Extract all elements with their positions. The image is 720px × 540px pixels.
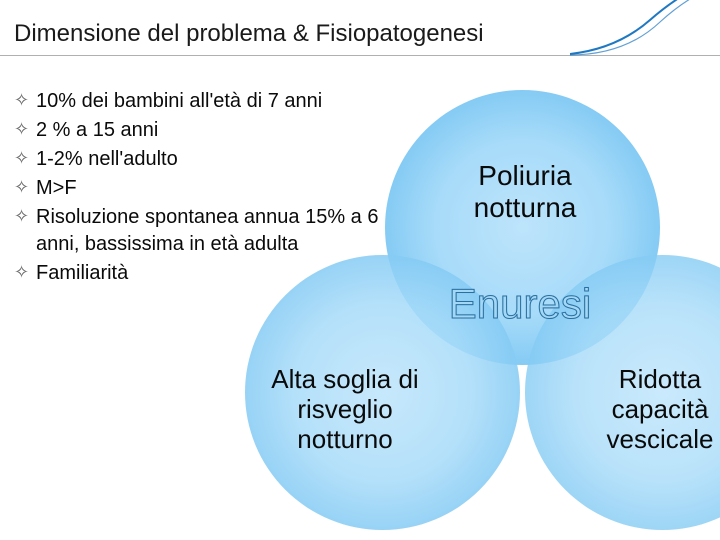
page-title: Dimensione del problema & Fisiopatogenes…	[14, 20, 484, 48]
venn-label-top: Poliuria notturna	[445, 160, 605, 224]
slide: Dimensione del problema & Fisiopatogenes…	[0, 0, 720, 540]
title-bar: Dimensione del problema & Fisiopatogenes…	[0, 0, 720, 56]
title-curve-decoration	[570, 0, 720, 56]
curve-icon	[570, 0, 720, 56]
venn-label-center: Enuresi	[405, 280, 635, 328]
venn-diagram: Poliuria notturna Enuresi Alta soglia di…	[220, 90, 720, 530]
venn-label-left: Alta soglia di risveglio notturno	[255, 365, 435, 455]
venn-label-right: Ridotta capacità vescicale	[570, 365, 720, 455]
